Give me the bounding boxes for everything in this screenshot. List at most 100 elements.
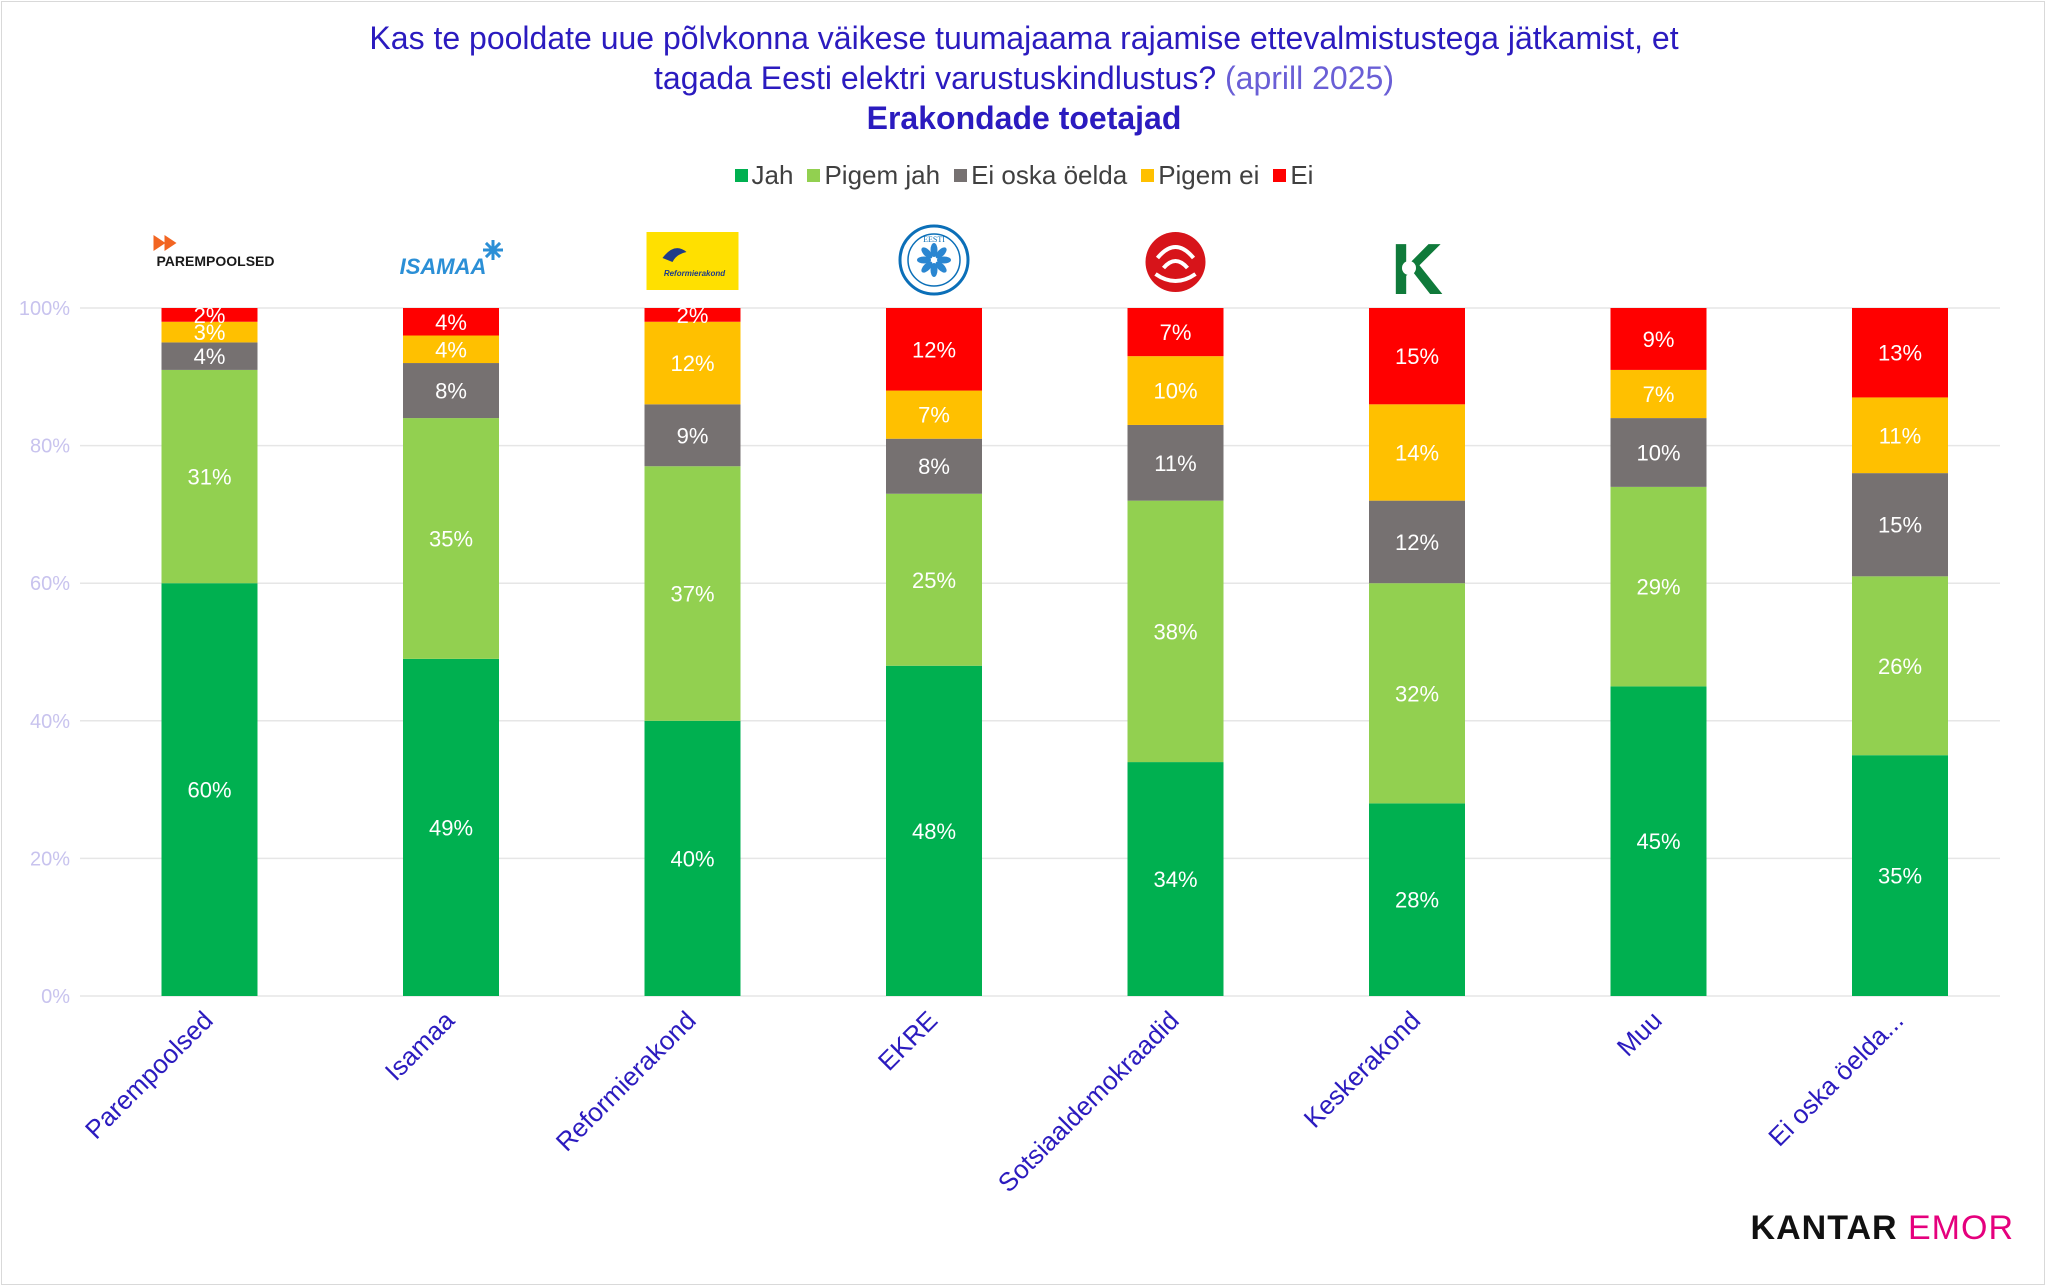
- data-label: 7%: [918, 403, 950, 428]
- chart-title: Kas te pooldate uue põlvkonna väikese tu…: [0, 18, 2048, 138]
- bar-segment: [644, 466, 741, 721]
- category-label: Sotsiaaldemokraadid: [992, 1005, 1185, 1198]
- bar-segment: [1127, 500, 1224, 763]
- data-label: 26%: [1878, 654, 1922, 679]
- bar-segment: [1610, 369, 1707, 419]
- bar-segment: [1610, 308, 1707, 370]
- category-label: Reformierakond: [550, 1005, 702, 1157]
- data-label: 15%: [1395, 344, 1439, 369]
- bar-segment: [644, 308, 741, 322]
- y-tick-label: 80%: [30, 436, 70, 458]
- rose-petals-icon: [1154, 245, 1197, 283]
- data-label: 8%: [918, 454, 950, 479]
- legend-label: Jah: [751, 160, 794, 190]
- reformierakond-squirrel-icon: [662, 248, 687, 262]
- bar-segment: [403, 658, 499, 996]
- data-label: 4%: [194, 344, 226, 369]
- data-label: 28%: [1395, 888, 1439, 913]
- bar-segment: [1127, 308, 1224, 357]
- brand-part1: KANTAR: [1750, 1209, 1898, 1247]
- ekre-seal-icon: [898, 224, 970, 296]
- bar-segment: [886, 390, 982, 439]
- bar-segment: [403, 418, 499, 659]
- data-label: 34%: [1153, 867, 1197, 892]
- ekre-cornflower-icon: [930, 263, 938, 277]
- bar-segment: [161, 308, 258, 322]
- bar-segment: [161, 583, 258, 996]
- bar-segment: [1369, 404, 1465, 501]
- parempoolsed-arrows-icon: [153, 235, 177, 251]
- bar-segment: [1610, 486, 1707, 687]
- data-label: 12%: [1395, 530, 1439, 555]
- legend-item: Jah: [734, 160, 794, 191]
- bar-segment: [1610, 418, 1707, 487]
- legend-item: Pigem jah: [807, 160, 940, 191]
- y-tick-label: 60%: [30, 573, 70, 595]
- data-label: 32%: [1395, 681, 1439, 706]
- bar-segment: [644, 321, 741, 405]
- legend-label: Pigem ei: [1158, 160, 1260, 190]
- bar-segment: [886, 438, 982, 494]
- bar-segment: [1610, 686, 1707, 996]
- reformierakond-logo-text: Reformierakond: [664, 269, 726, 278]
- isamaa-star-icon: [491, 241, 502, 252]
- bar-segment: [644, 720, 741, 996]
- data-label: 4%: [435, 337, 467, 362]
- bar-segment: [1127, 424, 1224, 501]
- data-label: 15%: [1878, 513, 1922, 538]
- data-label: 2%: [677, 303, 709, 328]
- data-label: 48%: [912, 819, 956, 844]
- ekre-cornflower-icon: [917, 256, 931, 264]
- bar-segment: [1369, 583, 1465, 804]
- bar-segment: [1369, 308, 1465, 405]
- data-label: 12%: [670, 351, 714, 376]
- bar-segment: [161, 342, 258, 370]
- bar-segment: [1127, 356, 1224, 425]
- isamaa-logo-text: ISAMAA: [400, 254, 487, 279]
- data-label: 13%: [1878, 341, 1922, 366]
- legend-label: Ei oska öelda: [971, 160, 1128, 190]
- data-label: 11%: [1154, 451, 1196, 476]
- y-tick-label: 20%: [30, 848, 70, 870]
- reformierakond-logo-bg: [646, 232, 739, 290]
- data-label: 60%: [187, 778, 231, 803]
- category-label: Ei oska öelda...: [1762, 1005, 1909, 1152]
- title-line2: tagada Eesti elektri varustuskindlustus?: [654, 60, 1217, 96]
- category-label: Isamaa: [379, 1005, 461, 1087]
- category-label: EKRE: [872, 1005, 943, 1076]
- legend-item: Ei oska öelda: [954, 160, 1127, 191]
- legend-item: Pigem ei: [1141, 160, 1259, 191]
- bar-segment: [1852, 397, 1948, 474]
- data-label: 3%: [194, 320, 226, 345]
- data-label: 25%: [912, 568, 956, 593]
- ekre-cornflower-icon: [935, 247, 947, 259]
- legend-swatch: [734, 169, 748, 182]
- data-label: 35%: [1878, 864, 1922, 889]
- title-line1: Kas te pooldate uue põlvkonna väikese tu…: [369, 20, 1679, 56]
- category-label: Parempoolsed: [79, 1005, 219, 1145]
- ekre-cornflower-icon: [921, 261, 933, 273]
- data-label: 29%: [1636, 575, 1680, 600]
- parempoolsed-logo-text: PAREMPOOLSED: [157, 253, 275, 269]
- legend-swatch: [1141, 169, 1155, 182]
- ekre-cornflower-icon: [921, 247, 933, 259]
- bar-segment: [403, 308, 499, 336]
- bar-segment: [1852, 576, 1948, 756]
- y-tick-label: 40%: [30, 711, 70, 733]
- data-label: 38%: [1153, 619, 1197, 644]
- data-label: 10%: [1153, 379, 1197, 404]
- chart-subtitle: Erakondade toetajad: [866, 100, 1182, 136]
- keskerakond-clover-icon: [1402, 261, 1416, 275]
- data-label: 8%: [435, 379, 467, 404]
- bar-segment: [161, 369, 258, 584]
- data-label: 45%: [1636, 829, 1680, 854]
- data-label: 7%: [1643, 382, 1675, 407]
- title-date: (aprill 2025): [1225, 60, 1394, 96]
- brand-part2: EMOR: [1908, 1209, 2014, 1247]
- y-tick-label: 100%: [19, 298, 70, 320]
- bar-segment: [644, 404, 741, 467]
- data-label: 4%: [435, 310, 467, 335]
- bar-segment: [403, 335, 499, 364]
- bar-segment: [1852, 755, 1948, 996]
